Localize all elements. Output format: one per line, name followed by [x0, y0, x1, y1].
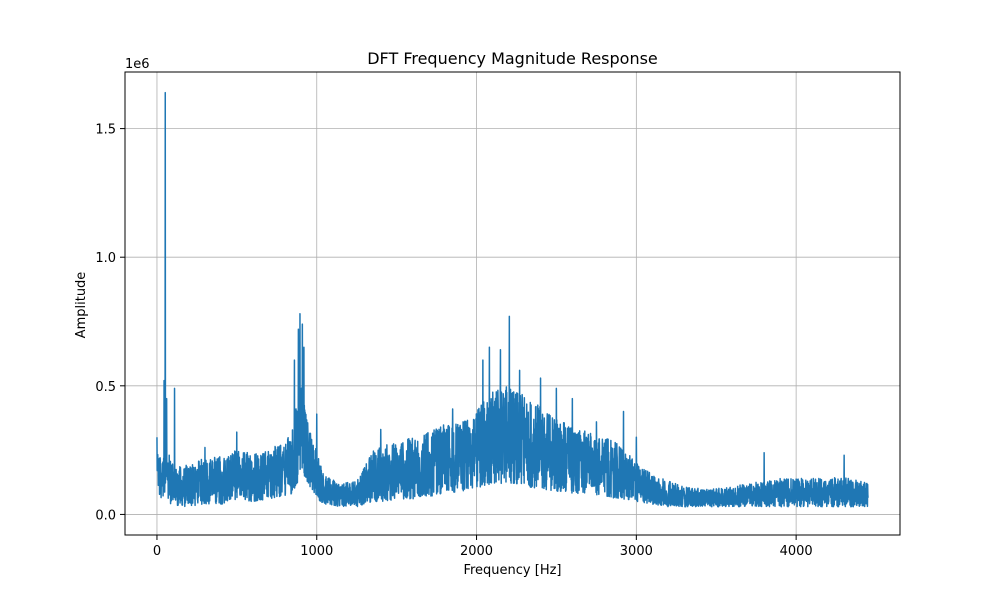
y-tick-label-1: 0.5: [95, 380, 116, 395]
y-tick-label-2: 1.0: [95, 251, 116, 266]
x-tick-label-2: 2000: [460, 544, 493, 559]
x-axis-label: Frequency [Hz]: [463, 563, 561, 578]
chart-title: DFT Frequency Magnitude Response: [367, 49, 658, 68]
x-tick-label-0: 0: [153, 544, 161, 559]
x-tick-label-4: 4000: [780, 544, 813, 559]
y-axis-offset-label: 1e6: [125, 57, 150, 72]
y-axis-label: Amplitude: [74, 272, 89, 339]
x-tick-label-1: 1000: [300, 544, 333, 559]
x-tick-label-3: 3000: [620, 544, 653, 559]
y-tick-label-0: 0.0: [95, 508, 116, 523]
y-tick-label-3: 1.5: [95, 123, 116, 138]
